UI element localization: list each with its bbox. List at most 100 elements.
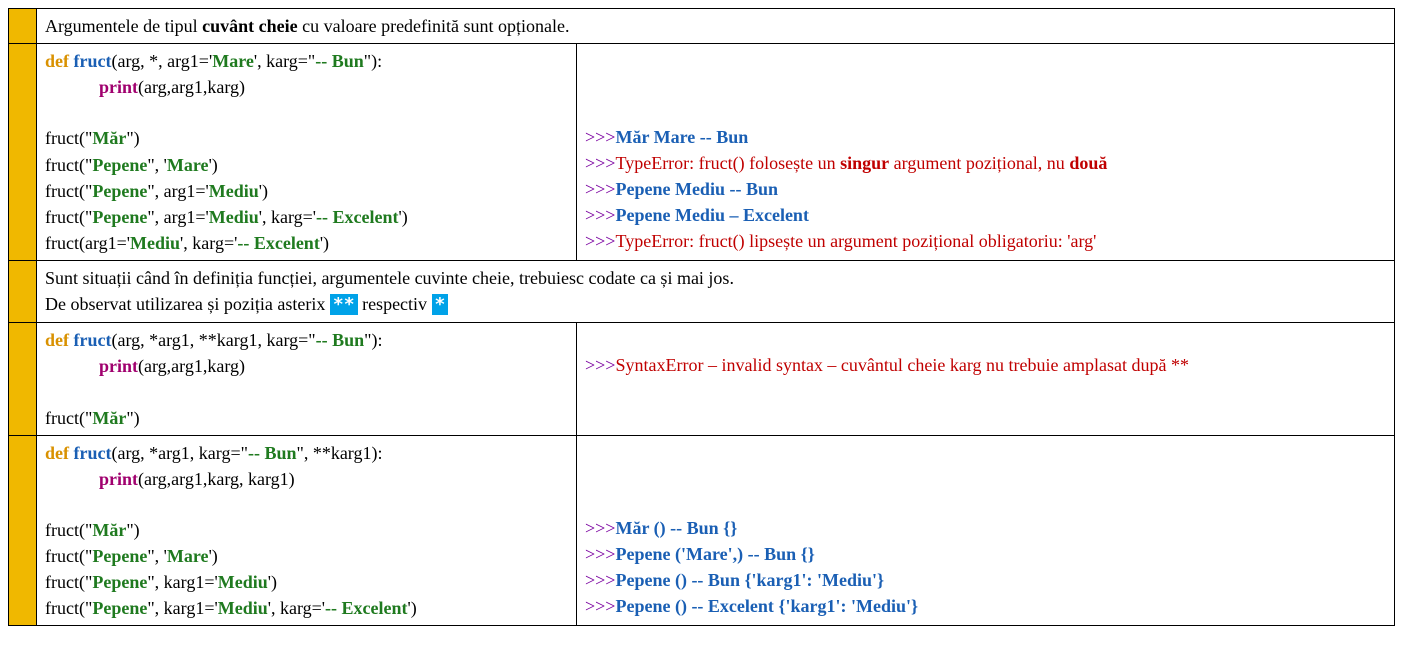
string: Mediu xyxy=(218,598,268,618)
string: Pepene xyxy=(92,572,147,592)
kw-def: def xyxy=(45,51,69,71)
text: fruct(" xyxy=(45,128,92,148)
text: ', karg=' xyxy=(259,207,316,227)
string: Mediu xyxy=(209,181,259,201)
text: ", karg1=' xyxy=(147,572,217,592)
code-block-2: def fruct(arg, *arg1, **karg1, karg="-- … xyxy=(37,323,577,435)
string: Pepene xyxy=(92,155,147,175)
explain-row-1: Argumentele de tipul cuvânt cheie cu val… xyxy=(37,9,1395,44)
output-line: Măr () -- Bun {} xyxy=(615,518,737,538)
error-line: TypeError: fruct() folosește un xyxy=(615,153,840,173)
text: ") xyxy=(126,128,139,148)
string: Mediu xyxy=(209,207,259,227)
stripe-cell xyxy=(9,323,37,435)
string: -- Bun xyxy=(316,330,365,350)
code-block-3: def fruct(arg, *arg1, karg="-- Bun", **k… xyxy=(37,435,577,626)
text: ', karg=' xyxy=(180,233,237,253)
text: ", ' xyxy=(147,546,167,566)
text: ", ' xyxy=(147,155,167,175)
prompt: >>> xyxy=(585,570,615,590)
stripe-cell xyxy=(9,260,37,322)
text: ') xyxy=(209,546,218,566)
stripe-cell xyxy=(9,44,37,261)
text: ", arg1=' xyxy=(147,181,208,201)
string: Pepene xyxy=(92,181,147,201)
output-block-3: >>>Măr () -- Bun {} >>>Pepene ('Mare',) … xyxy=(577,435,1395,626)
string: -- Excelent xyxy=(316,207,398,227)
text: (arg, *, arg1=' xyxy=(111,51,212,71)
prompt: >>> xyxy=(585,179,615,199)
error-line: argument pozițional, nu xyxy=(889,153,1069,173)
output-line: Măr Mare -- Bun xyxy=(615,127,748,147)
text: fruct(arg1=' xyxy=(45,233,130,253)
text: fruct(" xyxy=(45,598,92,618)
string: Mare xyxy=(212,51,254,71)
output-block-2: >>>SyntaxError – invalid syntax – cuvânt… xyxy=(577,323,1395,435)
output-line: Pepene () -- Excelent {'karg1': 'Mediu'} xyxy=(615,596,918,616)
prompt: >>> xyxy=(585,355,615,375)
prompt: >>> xyxy=(585,153,615,173)
text: cu valoare predefinită sunt opționale. xyxy=(298,16,570,36)
string: Mare xyxy=(167,155,209,175)
error-line: TypeError: fruct() lipsește un argument … xyxy=(615,231,1096,251)
stripe-cell xyxy=(9,9,37,44)
text: ', karg=" xyxy=(254,51,315,71)
text: fruct(" xyxy=(45,408,92,428)
text: ') xyxy=(399,207,408,227)
string: Pepene xyxy=(92,546,147,566)
string: Mare xyxy=(167,546,209,566)
text: ") xyxy=(126,520,139,540)
highlight-asterisk: ** xyxy=(330,294,358,315)
text: ", **karg1): xyxy=(296,443,382,463)
text: ', karg=' xyxy=(268,598,325,618)
string: -- Excelent xyxy=(237,233,319,253)
prompt: >>> xyxy=(585,518,615,538)
kw-def: def xyxy=(45,330,69,350)
string: Pepene xyxy=(92,598,147,618)
text: (arg, *arg1, karg=" xyxy=(111,443,247,463)
text: ') xyxy=(320,233,329,253)
code-block-1: def fruct(arg, *, arg1='Mare', karg="-- … xyxy=(37,44,577,261)
code-examples-table: Argumentele de tipul cuvânt cheie cu val… xyxy=(8,8,1395,626)
string: -- Bun xyxy=(315,51,364,71)
text: fruct(" xyxy=(45,520,92,540)
error-bold: două xyxy=(1069,153,1107,173)
output-line: Pepene () -- Bun {'karg1': 'Mediu'} xyxy=(615,570,884,590)
text: ') xyxy=(209,155,218,175)
text: ", arg1=' xyxy=(147,207,208,227)
text: ') xyxy=(408,598,417,618)
text: ') xyxy=(259,181,268,201)
output-block-1: >>>Măr Mare -- Bun >>>TypeError: fruct()… xyxy=(577,44,1395,261)
text: (arg, *arg1, **karg1, karg=" xyxy=(111,330,315,350)
string: -- Bun xyxy=(248,443,297,463)
text: respectiv xyxy=(358,294,432,314)
output-line: Pepene ('Mare',) -- Bun {} xyxy=(615,544,814,564)
kw-print: print xyxy=(99,469,138,489)
prompt: >>> xyxy=(585,596,615,616)
bold: cuvânt cheie xyxy=(202,16,297,36)
string: Măr xyxy=(92,128,126,148)
text: ", karg1=' xyxy=(147,598,217,618)
text: ") xyxy=(126,408,139,428)
prompt: >>> xyxy=(585,544,615,564)
kw-print: print xyxy=(99,356,138,376)
prompt: >>> xyxy=(585,231,615,251)
text: De observat utilizarea și poziția asteri… xyxy=(45,294,330,314)
text: "): xyxy=(364,51,382,71)
text: fruct(" xyxy=(45,207,92,227)
text: fruct(" xyxy=(45,155,92,175)
text: Sunt situații când în definiția funcției… xyxy=(45,265,1386,291)
stripe-cell xyxy=(9,435,37,626)
highlight-asterisk: * xyxy=(432,294,449,315)
text: ') xyxy=(268,572,277,592)
string: Mediu xyxy=(130,233,180,253)
text: "): xyxy=(364,330,382,350)
text: (arg,arg1,karg, karg1) xyxy=(138,469,295,489)
error-line: SyntaxError – invalid syntax – cuvântul … xyxy=(615,355,1189,375)
kw-print: print xyxy=(99,77,138,97)
text: fruct(" xyxy=(45,572,92,592)
func-name: fruct xyxy=(69,330,111,350)
explain-row-2: Sunt situații când în definiția funcției… xyxy=(37,260,1395,322)
output-line: Pepene Mediu – Excelent xyxy=(615,205,808,225)
string: Mediu xyxy=(218,572,268,592)
